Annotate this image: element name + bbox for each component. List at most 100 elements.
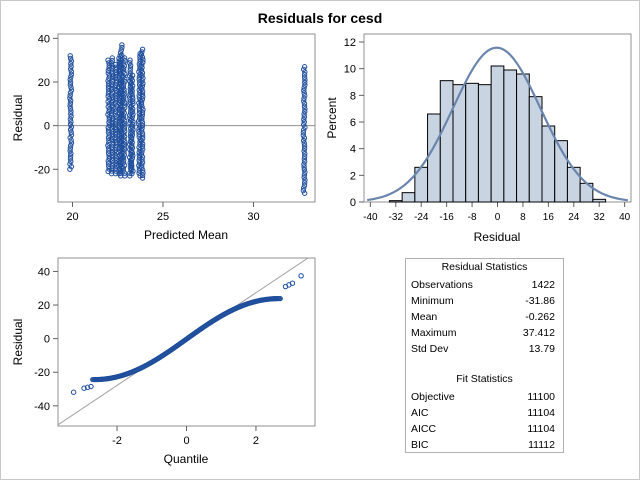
histogram-bar bbox=[439, 80, 454, 203]
residual-point bbox=[67, 126, 74, 133]
residual-point bbox=[67, 66, 74, 72]
residual-point bbox=[301, 156, 308, 162]
residual-point bbox=[136, 95, 143, 101]
residual-point bbox=[139, 149, 145, 155]
residual-point bbox=[301, 98, 307, 104]
residual-point bbox=[127, 65, 134, 71]
residual-statistics-caption: Residual Statistics bbox=[441, 261, 528, 273]
residual-point bbox=[301, 74, 308, 80]
residual-point bbox=[121, 125, 128, 132]
residual-point bbox=[139, 143, 146, 150]
residual-point bbox=[120, 167, 127, 174]
residual-point bbox=[301, 87, 307, 94]
residual-point bbox=[139, 91, 146, 97]
y-tick-label: -20 bbox=[34, 367, 50, 379]
x-tick-label: -32 bbox=[389, 212, 404, 223]
residual-point bbox=[301, 71, 308, 78]
residual-point bbox=[121, 136, 127, 142]
residual-point bbox=[106, 101, 112, 107]
residual-point bbox=[302, 82, 308, 88]
residual-point bbox=[68, 163, 75, 170]
residual-point bbox=[67, 103, 73, 109]
residual-point bbox=[112, 131, 119, 138]
x-axis-label: Predicted Mean bbox=[144, 228, 228, 242]
residual-point bbox=[139, 85, 145, 92]
residual-point bbox=[128, 160, 135, 167]
residual-point bbox=[139, 70, 146, 76]
residual-point bbox=[130, 127, 136, 133]
residual-point bbox=[117, 125, 124, 132]
residual-point bbox=[139, 78, 145, 84]
residual-point bbox=[68, 71, 75, 77]
residual-point bbox=[112, 137, 119, 143]
residual-point bbox=[139, 49, 145, 55]
residual-point bbox=[68, 84, 74, 91]
stat-label: AICC bbox=[411, 423, 437, 435]
residual-point bbox=[67, 92, 73, 99]
residual-point bbox=[140, 93, 146, 100]
qq-point bbox=[277, 295, 283, 302]
residual-point bbox=[139, 175, 146, 181]
residual-point bbox=[117, 50, 124, 56]
statistics-table: Residual Statistics Observations 1422 Mi… bbox=[405, 258, 564, 453]
stat-value: 11104 bbox=[527, 407, 555, 419]
residual-point bbox=[301, 164, 307, 170]
residual-point bbox=[129, 124, 136, 130]
residual-point bbox=[121, 144, 128, 150]
residual-point bbox=[121, 139, 128, 145]
residual-point bbox=[128, 80, 135, 86]
residual-point bbox=[129, 163, 135, 169]
residual-point bbox=[301, 100, 308, 107]
residual-point bbox=[302, 177, 308, 183]
residual-point bbox=[301, 161, 307, 167]
residual-point bbox=[129, 72, 136, 79]
residual-point bbox=[127, 60, 133, 66]
residual-point bbox=[139, 162, 145, 168]
residual-point bbox=[130, 121, 136, 128]
residual-point bbox=[140, 146, 146, 152]
residual-point bbox=[67, 82, 74, 88]
residual-point bbox=[129, 165, 135, 172]
residual-point bbox=[139, 120, 146, 126]
residual-point bbox=[117, 60, 124, 66]
residual-point bbox=[136, 82, 143, 88]
residual-point bbox=[301, 182, 308, 189]
residual-point bbox=[129, 134, 135, 141]
y-axis-label: Percent bbox=[325, 97, 339, 139]
residual-point bbox=[68, 58, 75, 64]
qq-point bbox=[298, 273, 304, 279]
residual-point bbox=[129, 142, 135, 148]
residual-point bbox=[130, 106, 136, 112]
residual-point bbox=[139, 72, 145, 79]
stat-value: 37.412 bbox=[522, 327, 555, 339]
residual-point bbox=[129, 132, 136, 138]
y-tick-label: 4 bbox=[350, 144, 356, 156]
residual-point bbox=[139, 114, 145, 121]
residual-point bbox=[120, 81, 127, 87]
x-tick-label: 16 bbox=[543, 212, 555, 223]
residual-point bbox=[121, 162, 128, 169]
stat-label: Objective bbox=[411, 391, 455, 403]
residual-point bbox=[300, 185, 307, 191]
residual-point bbox=[129, 77, 135, 84]
residual-point bbox=[140, 80, 146, 87]
y-tick-label: -20 bbox=[34, 164, 50, 176]
y-axis-label: Residual bbox=[11, 319, 25, 366]
residual-point bbox=[121, 118, 128, 124]
residual-point bbox=[112, 121, 118, 127]
residual-point bbox=[301, 172, 308, 178]
residual-point bbox=[130, 111, 136, 117]
residual-point bbox=[139, 138, 145, 144]
residual-point bbox=[139, 156, 145, 163]
residual-point bbox=[67, 53, 73, 59]
residual-point bbox=[67, 100, 74, 107]
residual-point bbox=[121, 128, 128, 135]
residual-point bbox=[301, 190, 308, 196]
residual-point bbox=[120, 84, 127, 90]
residual-point bbox=[68, 61, 74, 67]
y-tick-label: 2 bbox=[350, 170, 356, 182]
residual-point bbox=[121, 146, 128, 153]
residual-point bbox=[302, 124, 308, 131]
y-tick-label: 0 bbox=[350, 197, 356, 209]
